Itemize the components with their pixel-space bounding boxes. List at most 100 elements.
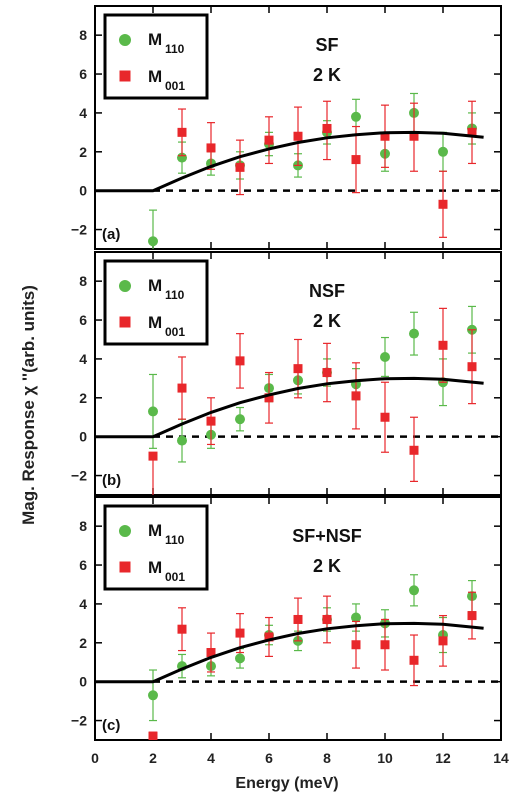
- fit-curve: [95, 130, 484, 193]
- panel-label: (b): [102, 472, 121, 489]
- y-tick-label: 8: [79, 518, 87, 534]
- legend-sub-M001: 001: [165, 79, 185, 93]
- data-point-M001: [264, 393, 274, 403]
- y-tick-label: 4: [79, 596, 87, 612]
- data-point-M001: [177, 624, 187, 634]
- y-axis-label: Mag. Response χ ''(arb. units): [19, 285, 38, 525]
- data-point-M001: [438, 199, 448, 209]
- data-point-M110: [148, 406, 158, 417]
- data-point-M110: [409, 585, 419, 596]
- data-point-M001: [322, 123, 332, 133]
- data-point-M001: [438, 636, 448, 646]
- data-point-M110: [148, 236, 158, 247]
- data-point-M110: [380, 351, 390, 362]
- data-point-M001: [148, 731, 158, 740]
- fit-curve: [95, 376, 484, 439]
- legend-marker-M110: [119, 34, 131, 46]
- data-point-M110: [409, 328, 419, 339]
- y-tick-label: 8: [79, 27, 87, 43]
- data-point-M001: [293, 364, 303, 374]
- y-tick-label: 2: [79, 144, 87, 160]
- data-point-M110: [351, 111, 361, 122]
- y-tick-label: 4: [79, 351, 87, 367]
- panel-title: SF+NSF: [292, 526, 362, 546]
- y-tick-label: 0: [79, 183, 87, 199]
- data-point-M001: [322, 614, 332, 624]
- data-point-M110: [438, 146, 448, 157]
- x-tick-label: 8: [323, 750, 331, 766]
- panel-subtitle: 2 K: [313, 556, 341, 576]
- data-point-M001: [409, 655, 419, 665]
- data-point-M001: [467, 127, 477, 137]
- plot-area: [95, 92, 501, 249]
- fit-curve: [95, 621, 484, 684]
- data-point-M001: [409, 445, 419, 455]
- legend-box: [103, 504, 209, 591]
- data-point-M001: [351, 155, 361, 165]
- panel-label: (a): [102, 226, 120, 243]
- legend-label-M110: M: [148, 276, 162, 295]
- panel-subtitle: 2 K: [313, 65, 341, 85]
- legend-marker-M001: [119, 561, 131, 573]
- data-point-M110: [235, 414, 245, 425]
- panel-frame: [94, 251, 502, 496]
- legend-box: [103, 259, 209, 346]
- y-tick-label: −2: [71, 713, 87, 729]
- data-point-M001: [235, 162, 245, 172]
- x-tick-label: 4: [207, 750, 215, 766]
- y-tick-label: 0: [79, 674, 87, 690]
- x-tick-label: 6: [265, 750, 273, 766]
- legend-label-M001: M: [148, 313, 162, 332]
- x-axis-label: Energy (meV): [235, 775, 338, 792]
- data-point-M001: [235, 628, 245, 638]
- data-point-M001: [467, 611, 477, 621]
- data-point-M110: [351, 612, 361, 623]
- data-point-M001: [293, 614, 303, 624]
- data-point-M001: [206, 648, 216, 658]
- plot-area: [95, 574, 501, 740]
- legend-label-M001: M: [148, 558, 162, 577]
- y-tick-label: 6: [79, 312, 87, 328]
- data-point-M001: [177, 383, 187, 393]
- panel-frame: [94, 5, 502, 250]
- data-point-M001: [322, 368, 332, 378]
- data-point-M001: [351, 640, 361, 650]
- y-tick-label: 2: [79, 635, 87, 651]
- legend-sub-M001: 001: [165, 570, 185, 584]
- data-point-M001: [438, 340, 448, 350]
- series-M110: [148, 574, 477, 722]
- legend-box: [103, 13, 209, 100]
- x-tick-label: 10: [377, 750, 393, 766]
- y-tick-label: 4: [79, 105, 87, 121]
- legend-sub-M110: 110: [165, 288, 185, 302]
- data-point-M001: [235, 356, 245, 366]
- legend-label-M110: M: [148, 30, 162, 49]
- data-point-M110: [148, 690, 158, 701]
- data-point-M001: [293, 131, 303, 141]
- series-M001: [177, 100, 477, 238]
- data-point-M110: [177, 435, 187, 446]
- y-tick-label: −2: [71, 468, 87, 484]
- y-tick-label: 6: [79, 66, 87, 82]
- x-tick-label: 2: [149, 750, 157, 766]
- plot-area: [95, 305, 501, 495]
- legend-marker-M110: [119, 525, 131, 537]
- panel-frame: [94, 496, 502, 741]
- legend-marker-M001: [119, 316, 131, 328]
- y-tick-label: 2: [79, 390, 87, 406]
- data-point-M001: [380, 412, 390, 422]
- data-point-M001: [264, 135, 274, 145]
- panel-subtitle: 2 K: [313, 311, 341, 331]
- y-tick-label: 8: [79, 273, 87, 289]
- panel-title: NSF: [309, 281, 345, 301]
- series-M001: [148, 307, 477, 495]
- legend-label-M001: M: [148, 67, 162, 86]
- y-tick-label: 6: [79, 557, 87, 573]
- x-tick-label: 14: [493, 750, 509, 766]
